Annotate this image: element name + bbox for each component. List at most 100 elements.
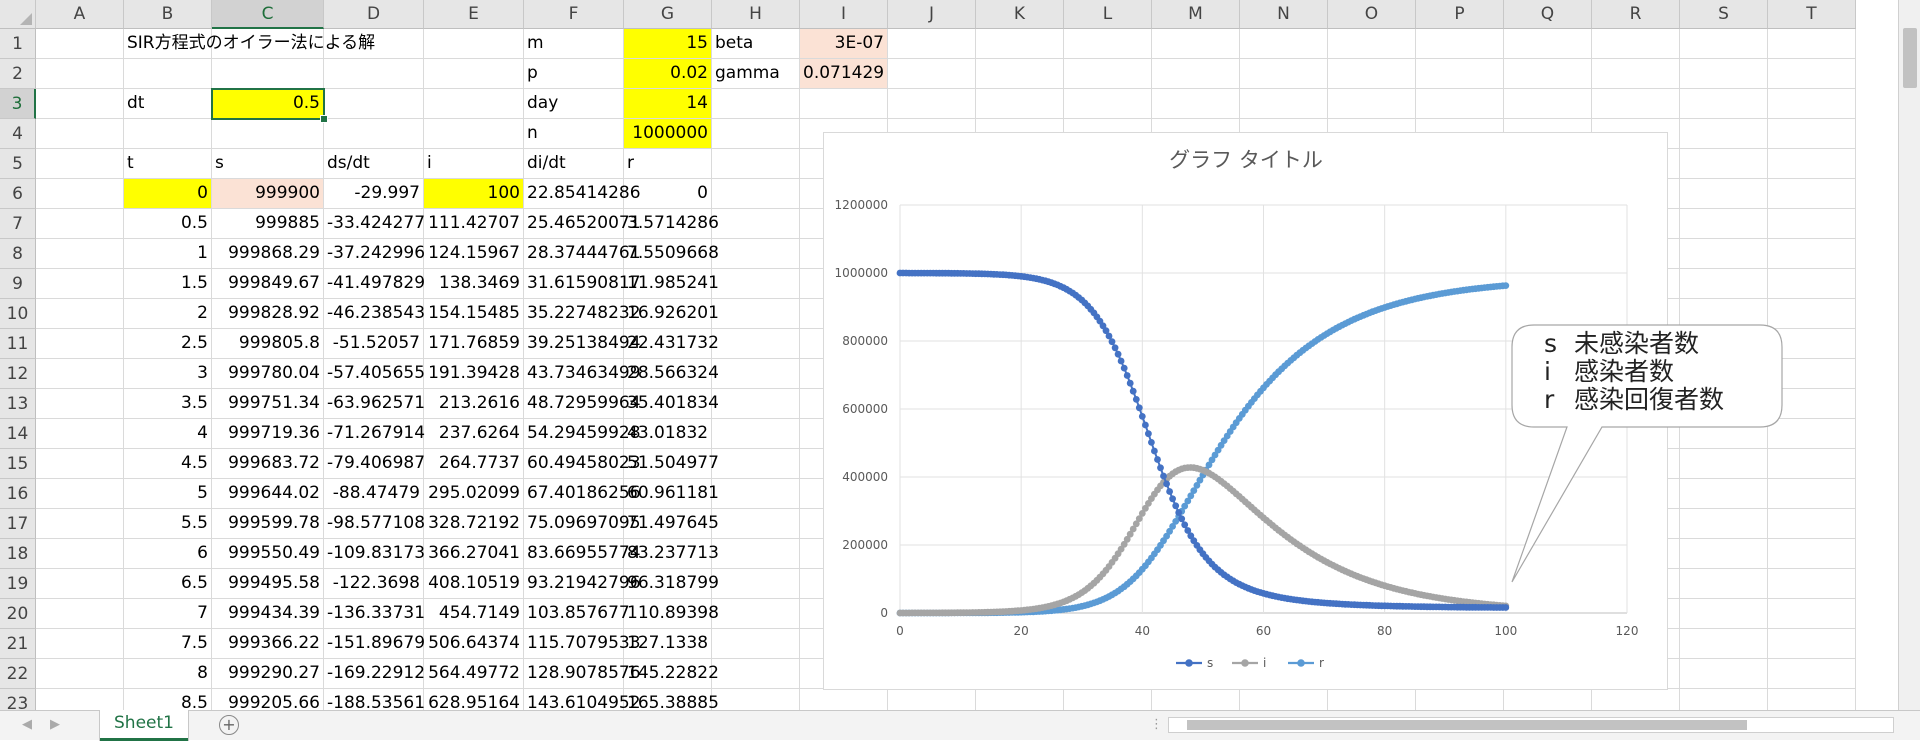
cell-Q3[interactable] (1504, 89, 1592, 119)
cell-D15[interactable]: -79.406987 (324, 449, 425, 479)
cell-B11[interactable]: 2.5 (124, 329, 212, 359)
cell-A18[interactable] (36, 539, 124, 569)
cell-T8[interactable] (1768, 239, 1856, 269)
cell-F4[interactable]: n (524, 119, 624, 149)
cell-E9[interactable]: 138.3469 (424, 269, 524, 299)
cell-E17[interactable]: 328.72192 (424, 509, 524, 539)
cell-G10[interactable]: 16.926201 (624, 299, 719, 329)
row-header-18[interactable]: 18 (0, 539, 36, 569)
cell-S23[interactable] (1680, 689, 1768, 710)
cell-M3[interactable] (1152, 89, 1240, 119)
cell-F19[interactable]: 93.21942796 (524, 569, 641, 599)
cell-H21[interactable] (712, 629, 800, 659)
cell-S19[interactable] (1680, 569, 1768, 599)
row-header-14[interactable]: 14 (0, 419, 36, 449)
vertical-scroll-thumb[interactable] (1903, 28, 1917, 88)
cell-G20[interactable]: 110.89398 (624, 599, 719, 629)
cell-R1[interactable] (1592, 29, 1680, 59)
cell-S14[interactable] (1680, 419, 1768, 449)
column-header-P[interactable]: P (1416, 0, 1504, 29)
cell-S7[interactable] (1680, 209, 1768, 239)
row-header-19[interactable]: 19 (0, 569, 36, 599)
cell-G4[interactable]: 1000000 (624, 119, 712, 149)
cell-S6[interactable] (1680, 179, 1768, 209)
cell-D22[interactable]: -169.22912 (324, 659, 425, 689)
cell-A4[interactable] (36, 119, 124, 149)
cell-E11[interactable]: 171.76859 (424, 329, 524, 359)
cell-O2[interactable] (1328, 59, 1416, 89)
cell-G15[interactable]: 51.504977 (624, 449, 719, 479)
cell-C19[interactable]: 999495.58 (212, 569, 324, 599)
column-header-O[interactable]: O (1328, 0, 1416, 29)
cell-T2[interactable] (1768, 59, 1856, 89)
row-header-13[interactable]: 13 (0, 389, 36, 419)
cell-L2[interactable] (1064, 59, 1152, 89)
cell-S15[interactable] (1680, 449, 1768, 479)
cell-B20[interactable]: 7 (124, 599, 212, 629)
cell-H14[interactable] (712, 419, 800, 449)
cell-F6[interactable]: 22.85414286 (524, 179, 641, 209)
cell-F23[interactable]: 143.6104952 (524, 689, 641, 710)
cell-A13[interactable] (36, 389, 124, 419)
cell-B9[interactable]: 1.5 (124, 269, 212, 299)
cell-K2[interactable] (976, 59, 1064, 89)
cell-G23[interactable]: 165.38885 (624, 689, 719, 710)
cell-R23[interactable] (1592, 689, 1680, 710)
cell-F11[interactable]: 39.25138494 (524, 329, 641, 359)
cell-G6[interactable]: 0 (624, 179, 712, 209)
cell-C2[interactable] (212, 59, 324, 89)
cell-T9[interactable] (1768, 269, 1856, 299)
column-header-T[interactable]: T (1768, 0, 1856, 29)
cell-H15[interactable] (712, 449, 800, 479)
cell-A14[interactable] (36, 419, 124, 449)
cell-D4[interactable] (324, 119, 424, 149)
cell-Q23[interactable] (1504, 689, 1592, 710)
cell-D19[interactable]: -122.3698 (324, 569, 424, 599)
cell-T13[interactable] (1768, 389, 1856, 419)
cell-B21[interactable]: 7.5 (124, 629, 212, 659)
cell-D20[interactable]: -136.33731 (324, 599, 425, 629)
cell-I1[interactable]: 3E-07 (800, 29, 888, 59)
cell-A16[interactable] (36, 479, 124, 509)
cell-J23[interactable] (888, 689, 976, 710)
column-header-J[interactable]: J (888, 0, 976, 29)
cell-G8[interactable]: 7.5509668 (624, 239, 719, 269)
cell-F16[interactable]: 67.40186256 (524, 479, 641, 509)
cell-E21[interactable]: 506.64374 (424, 629, 524, 659)
column-header-C[interactable]: C (212, 0, 324, 29)
cell-F12[interactable]: 43.73463499 (524, 359, 641, 389)
cell-K23[interactable] (976, 689, 1064, 710)
cell-A21[interactable] (36, 629, 124, 659)
cell-H4[interactable] (712, 119, 800, 149)
cell-A17[interactable] (36, 509, 124, 539)
cell-D16[interactable]: -88.47479 (324, 479, 424, 509)
cell-A1[interactable] (36, 29, 124, 59)
row-header-21[interactable]: 21 (0, 629, 36, 659)
cell-D6[interactable]: -29.997 (324, 179, 424, 209)
cell-S5[interactable] (1680, 149, 1768, 179)
cell-T23[interactable] (1768, 689, 1856, 710)
column-header-H[interactable]: H (712, 0, 800, 29)
cell-G22[interactable]: 145.22822 (624, 659, 719, 689)
cell-E14[interactable]: 237.6264 (424, 419, 524, 449)
cell-D11[interactable]: -51.52057 (324, 329, 424, 359)
cell-B15[interactable]: 4.5 (124, 449, 212, 479)
add-sheet-icon[interactable]: + (219, 715, 239, 735)
column-header-G[interactable]: G (624, 0, 712, 29)
cell-H2[interactable]: gamma (712, 59, 800, 89)
cell-T14[interactable] (1768, 419, 1856, 449)
cell-N3[interactable] (1240, 89, 1328, 119)
cell-E19[interactable]: 408.10519 (424, 569, 524, 599)
cell-G1[interactable]: 15 (624, 29, 712, 59)
cell-C8[interactable]: 999868.29 (212, 239, 324, 269)
row-header-3[interactable]: 3 (0, 89, 36, 119)
more-options-icon[interactable]: ⋮ (1150, 717, 1163, 732)
cell-C4[interactable] (212, 119, 324, 149)
cell-C15[interactable]: 999683.72 (212, 449, 324, 479)
cell-C22[interactable]: 999290.27 (212, 659, 324, 689)
cell-R2[interactable] (1592, 59, 1680, 89)
cell-D18[interactable]: -109.83173 (324, 539, 425, 569)
horizontal-scrollbar[interactable] (1168, 717, 1894, 733)
cell-E4[interactable] (424, 119, 524, 149)
cell-E2[interactable] (424, 59, 524, 89)
